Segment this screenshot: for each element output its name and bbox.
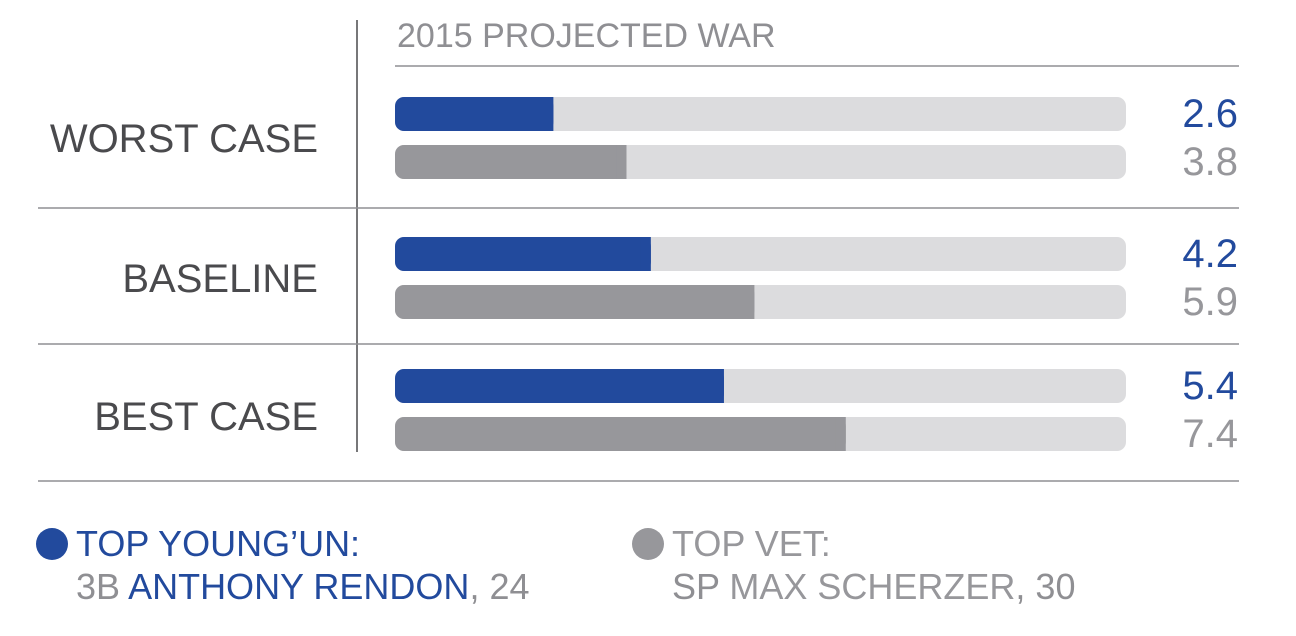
legend-vet-heading: TOP VET: <box>672 523 831 564</box>
legend-vet-age: , 30 <box>1015 566 1076 607</box>
bar <box>395 145 627 179</box>
legend-young-player: ANTHONY RENDON <box>128 566 470 607</box>
bar-end <box>835 417 846 451</box>
value-label: 2.6 <box>1182 92 1238 136</box>
bar <box>395 97 554 131</box>
chart-title: 2015 PROJECTED WAR <box>397 17 776 55</box>
legend-young-position: 3B <box>76 566 121 607</box>
value-label: 3.8 <box>1182 140 1238 184</box>
value-label: 4.2 <box>1182 232 1238 276</box>
bar-end <box>713 369 724 403</box>
value-label: 5.9 <box>1182 280 1238 324</box>
category-label: BEST CASE <box>94 395 318 439</box>
legend-vet: TOP VET: SP MAX SCHERZER, 30 <box>632 522 1075 608</box>
bar-end <box>616 145 627 179</box>
bar-track <box>395 97 1126 131</box>
legend-young-dot <box>36 528 68 560</box>
legend-young: TOP YOUNG’UN: 3B ANTHONY RENDON, 24 <box>36 522 529 608</box>
category-label: BASELINE <box>122 257 318 301</box>
legend-vet-position: SP <box>672 566 720 607</box>
legend-young-age: , 24 <box>469 566 530 607</box>
bar-end <box>543 97 554 131</box>
value-label: 7.4 <box>1182 412 1238 456</box>
bar <box>395 369 724 403</box>
legend-vet-dot <box>632 528 664 560</box>
bar-end <box>640 237 651 271</box>
bar-end <box>744 285 755 319</box>
bar <box>395 285 755 319</box>
value-label: 5.4 <box>1182 364 1238 408</box>
bar <box>395 417 846 451</box>
bar <box>395 237 651 271</box>
category-label: WORST CASE <box>50 117 318 161</box>
legend-young-heading: TOP YOUNG’UN: <box>76 523 361 564</box>
legend-vet-player: MAX SCHERZER <box>729 566 1016 607</box>
war-chart: 2015 PROJECTED WAR WORST CASE 2.63.8 BASEL… <box>38 17 1239 482</box>
